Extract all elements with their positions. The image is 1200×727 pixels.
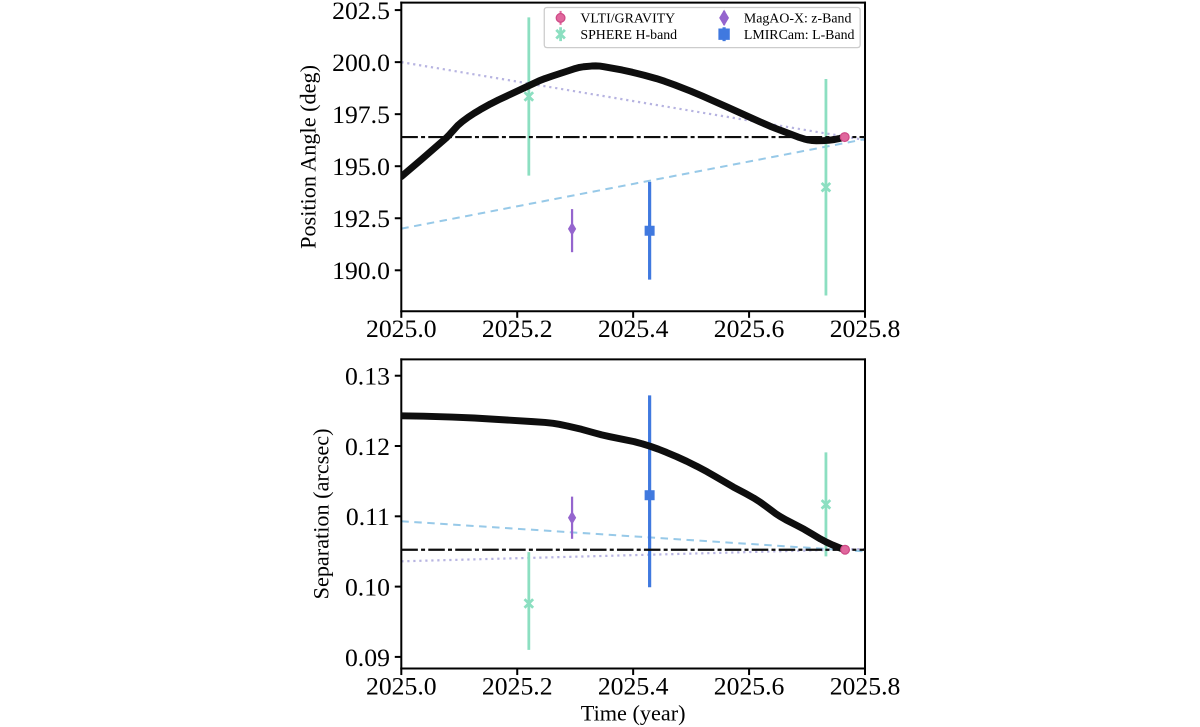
svg-text:2025.4: 2025.4: [598, 314, 669, 343]
svg-text:Time (year): Time (year): [581, 701, 686, 726]
svg-text:2025.0: 2025.0: [366, 314, 437, 343]
svg-text:0.11: 0.11: [346, 502, 390, 531]
svg-text:0.09: 0.09: [345, 643, 390, 672]
svg-text:192.5: 192.5: [332, 204, 390, 233]
svg-text:2025.0: 2025.0: [366, 671, 437, 700]
svg-text:2025.2: 2025.2: [482, 671, 553, 700]
svg-text:MagAO-X: z-Band: MagAO-X: z-Band: [744, 12, 852, 27]
svg-text:0.12: 0.12: [345, 432, 390, 461]
svg-text:Position Angle (deg): Position Angle (deg): [296, 65, 321, 249]
svg-text:2025.6: 2025.6: [714, 314, 785, 343]
svg-text:2025.8: 2025.8: [830, 314, 901, 343]
svg-text:Separation (arcsec): Separation (arcsec): [308, 429, 333, 600]
svg-text:2025.8: 2025.8: [830, 671, 901, 700]
svg-text:LMIRCam: L-Band: LMIRCam: L-Band: [744, 28, 855, 43]
svg-text:VLTI/GRAVITY: VLTI/GRAVITY: [580, 12, 675, 27]
svg-text:200.0: 200.0: [332, 48, 390, 77]
svg-text:SPHERE H-band: SPHERE H-band: [580, 28, 677, 43]
svg-text:190.0: 190.0: [332, 256, 390, 285]
svg-text:0.10: 0.10: [345, 573, 390, 602]
svg-text:195.0: 195.0: [332, 152, 390, 181]
svg-text:2025.4: 2025.4: [598, 671, 669, 700]
svg-text:0.13: 0.13: [345, 362, 390, 391]
svg-text:2025.2: 2025.2: [482, 314, 553, 343]
svg-text:197.5: 197.5: [332, 100, 390, 129]
svg-text:202.5: 202.5: [332, 0, 390, 25]
svg-text:2025.6: 2025.6: [714, 671, 785, 700]
